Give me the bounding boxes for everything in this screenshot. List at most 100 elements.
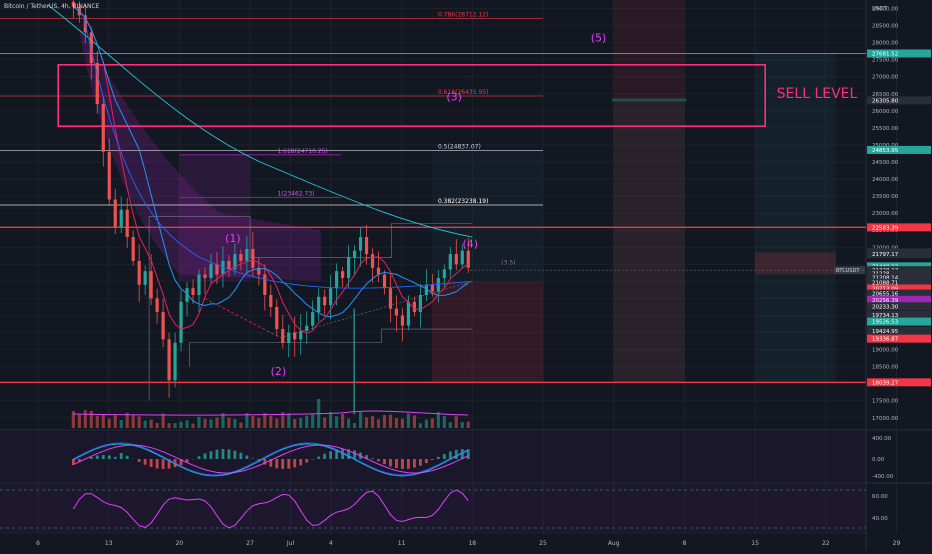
volume-bar: [383, 415, 386, 428]
volume-bar: [197, 417, 200, 428]
price-tag-label: 19336.87: [872, 337, 899, 343]
candle-body: [126, 210, 129, 237]
x-tick-label: 18: [468, 540, 476, 547]
macd-bar: [287, 459, 290, 469]
macd-bar: [239, 453, 242, 459]
volume-bar: [407, 413, 410, 428]
volume-bar: [144, 421, 147, 428]
macd-tick-label: -400.00: [872, 474, 894, 480]
candle-body: [108, 152, 111, 200]
candle-body: [347, 257, 350, 277]
price-tick-label: 23500.00: [872, 194, 899, 200]
macd-bar: [425, 459, 428, 463]
x-tick-label: 6: [36, 540, 40, 547]
volume-bar: [401, 419, 404, 428]
candle-body: [395, 309, 398, 316]
price-tick-label: 24000.00: [872, 177, 899, 183]
macd-bar: [293, 459, 296, 467]
price-tag-label: 21797.17: [872, 252, 899, 258]
volume-bar: [114, 415, 117, 428]
macd-bar: [395, 459, 398, 468]
candle-body: [359, 237, 362, 251]
macd-bar: [108, 455, 111, 459]
stop-zone-lower: [432, 281, 543, 382]
x-tick-label: 27: [246, 540, 254, 547]
macd-bar: [299, 459, 302, 465]
volume-bar: [389, 415, 392, 428]
wave-label: (3): [446, 91, 462, 104]
volume-bar: [96, 416, 99, 428]
candle-body: [329, 288, 332, 305]
extension-box: [179, 155, 250, 282]
candle-body: [287, 333, 290, 343]
macd-bar: [90, 457, 93, 459]
volume-bar: [443, 416, 446, 428]
candle-body: [156, 298, 159, 312]
candle-body: [443, 269, 446, 278]
volume-bar: [209, 419, 212, 428]
candle-body: [383, 275, 386, 289]
candle-body: [245, 249, 248, 261]
wave-label: (5): [591, 31, 607, 44]
level-tag-label: 22583.39: [872, 225, 899, 231]
macd-bar: [377, 459, 380, 461]
x-tick-label: Aug: [608, 540, 620, 547]
price-tick-label: 24500.00: [872, 160, 899, 166]
candle-body: [227, 261, 230, 270]
macd-bar: [437, 457, 440, 459]
macd-bar: [126, 456, 129, 459]
volume-bar: [455, 416, 458, 428]
x-tick-label: 4: [329, 540, 333, 547]
volume-bar: [102, 415, 105, 428]
profit-zone-lower: [432, 150, 543, 281]
macd-bar: [311, 459, 314, 460]
small-label: (3.5): [501, 259, 515, 266]
candle-body: [215, 264, 218, 274]
long-zone-box: [755, 54, 836, 383]
volume-bar: [431, 418, 434, 428]
x-tick-label: 29: [893, 540, 901, 547]
volume-bar: [467, 422, 470, 428]
price-tag-label: 19526.53: [872, 320, 899, 326]
candle-body: [239, 254, 242, 261]
volume-bar: [299, 418, 302, 428]
volume-bar: [156, 423, 159, 428]
price-tag-label: 19424.95: [872, 329, 899, 335]
volume-bar: [323, 417, 326, 428]
price-tick-label: 19000.00: [872, 348, 899, 354]
macd-bar: [305, 459, 308, 463]
volume-bar: [227, 418, 230, 428]
macd-tick-label: 0.00: [872, 457, 885, 463]
volume-bar: [461, 422, 464, 428]
target-zone-line: [612, 98, 687, 101]
volume-bar: [287, 413, 290, 428]
macd-bar: [245, 455, 248, 459]
price-tag-label: 24853.95: [872, 148, 899, 154]
candle-body: [120, 210, 123, 227]
macd-bar: [204, 453, 207, 459]
volume-bar: [120, 420, 123, 428]
volume-bar: [335, 416, 338, 428]
x-tick-label: 15: [751, 540, 759, 547]
ext-label: 1(23462.73): [277, 190, 314, 197]
wave-label: (4): [462, 237, 478, 250]
volume-bar: [377, 419, 380, 428]
price-tag-label: 20233.30: [872, 304, 899, 310]
x-tick-label: 11: [398, 540, 406, 547]
macd-tick-label: 400.00: [872, 436, 892, 442]
macd-bar: [383, 459, 386, 464]
candle-body: [162, 312, 165, 339]
volume-bar: [347, 419, 350, 428]
macd-bar: [156, 459, 159, 468]
candle-body: [353, 251, 356, 258]
fib-label: 0.786(28712.12): [438, 11, 489, 18]
macd-bar: [138, 459, 141, 462]
candle-body: [305, 326, 308, 331]
macd-bar: [120, 453, 123, 459]
volume-bar: [365, 417, 368, 428]
macd-pane: [0, 432, 866, 482]
candle-body: [209, 264, 212, 278]
candle-body: [401, 315, 404, 325]
